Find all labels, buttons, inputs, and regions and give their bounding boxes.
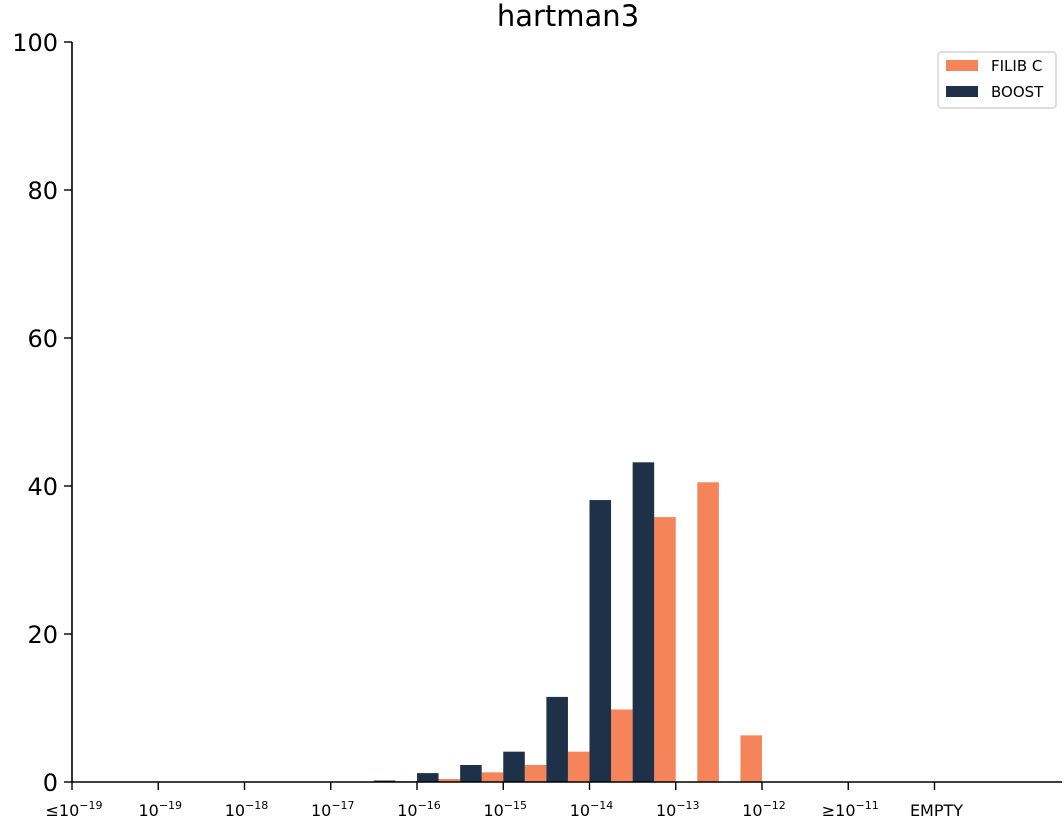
bar-filib-c xyxy=(654,517,676,782)
bar-boost xyxy=(632,462,655,782)
x-tick-label: 10−12 xyxy=(742,799,786,820)
y-tick-label: 20 xyxy=(27,621,58,649)
x-tick-label: ≥10−11 xyxy=(822,799,879,820)
bar-filib-c xyxy=(567,751,590,782)
x-tick-label: 10−16 xyxy=(397,799,441,820)
x-tick-label: 10−15 xyxy=(483,799,527,820)
y-tick-label: 0 xyxy=(43,769,58,797)
legend-swatch xyxy=(946,86,978,97)
x-tick-label: ≤10−19 xyxy=(46,799,103,820)
bar-boost xyxy=(417,773,439,782)
x-tick-label: EMPTY xyxy=(910,801,963,820)
y-tick-label: 100 xyxy=(12,29,58,57)
axes-layer: 0 20 40 60 80 100 ≤10−19 10−19 10−18 10−17 10−16 10… xyxy=(12,29,1062,820)
bar-filib-c xyxy=(697,482,719,782)
y-tick-label: 60 xyxy=(27,325,58,353)
bar-filib-c xyxy=(481,772,504,782)
x-tick-label: 10−19 xyxy=(138,799,182,820)
bar-filib-c xyxy=(740,735,762,782)
legend-swatch xyxy=(946,60,978,71)
bar-boost xyxy=(503,751,525,782)
x-tick-label: 10−17 xyxy=(311,799,355,820)
bar-filib-c xyxy=(438,779,461,782)
bar-boost xyxy=(460,764,482,782)
x-tick-label: 10−18 xyxy=(225,799,269,820)
y-tick-label: 80 xyxy=(27,177,58,205)
legend: FILIB C BOOST xyxy=(937,51,1057,109)
bar-boost xyxy=(546,696,568,782)
bars-layer xyxy=(373,462,762,782)
x-tick-label: 10−14 xyxy=(570,799,614,820)
x-tick-label: 10−13 xyxy=(656,799,700,820)
bar-boost xyxy=(589,500,612,782)
bar-filib-c xyxy=(524,764,547,782)
legend-label: FILIB C xyxy=(991,57,1042,75)
y-tick-label: 40 xyxy=(27,473,58,501)
legend-label: BOOST xyxy=(991,83,1044,101)
bar-filib-c xyxy=(611,709,633,782)
chart-title: hartman3 xyxy=(497,0,639,33)
